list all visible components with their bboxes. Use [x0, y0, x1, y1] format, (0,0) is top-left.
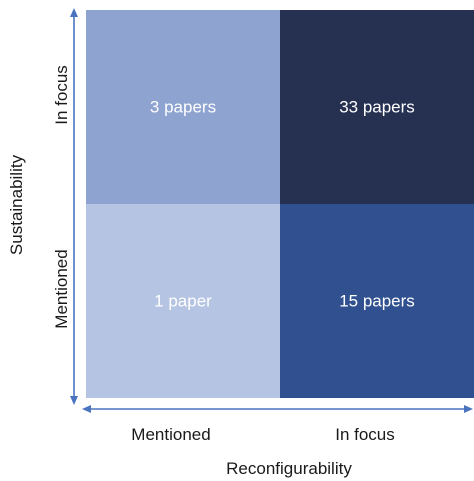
- cell-label-in-focus-mentioned: 3 papers: [150, 97, 216, 116]
- cell-in-focus-in-focus: [280, 10, 474, 204]
- cell-mentioned-mentioned: [86, 204, 280, 398]
- y-tick-in-focus: In focus: [52, 65, 71, 125]
- x-axis-title: Reconfigurability: [226, 459, 352, 478]
- x-axis-arrow-right: [464, 405, 473, 413]
- cell-mentioned-in-focus: [280, 204, 474, 398]
- ticks-layer: Mentioned In focus Mentioned In focus: [52, 65, 395, 444]
- x-tick-in-focus: In focus: [335, 425, 395, 444]
- y-axis-arrow-top: [70, 8, 78, 17]
- cell-label-mentioned-mentioned: 1 paper: [154, 291, 212, 310]
- cell-in-focus-mentioned: [86, 10, 280, 204]
- cell-label-mentioned-in-focus: 15 papers: [339, 291, 415, 310]
- y-axis-arrow-bottom: [70, 396, 78, 405]
- x-tick-mentioned: Mentioned: [131, 425, 210, 444]
- cells-layer: 3 papers 33 papers 1 paper 15 papers: [86, 10, 474, 398]
- x-axis-arrow-left: [82, 405, 91, 413]
- axes-layer: [70, 8, 473, 413]
- y-tick-mentioned: Mentioned: [52, 249, 71, 328]
- y-axis-title: Sustainability: [7, 154, 26, 255]
- cell-label-in-focus-in-focus: 33 papers: [339, 97, 415, 116]
